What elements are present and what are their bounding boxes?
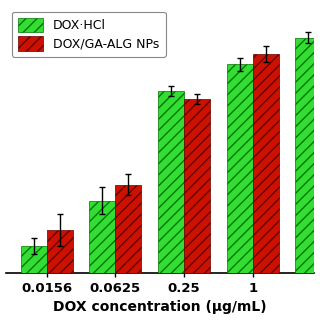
Bar <box>116 185 141 273</box>
Bar <box>184 99 210 273</box>
Bar <box>253 54 279 273</box>
Bar <box>21 246 47 273</box>
Bar <box>47 230 73 273</box>
Bar <box>295 38 320 273</box>
Bar <box>227 64 253 273</box>
Bar <box>158 91 184 273</box>
X-axis label: DOX concentration (μg/mL): DOX concentration (μg/mL) <box>53 300 267 315</box>
Bar <box>89 201 116 273</box>
Legend: DOX·HCl, DOX/GA-ALG NPs: DOX·HCl, DOX/GA-ALG NPs <box>12 12 165 57</box>
